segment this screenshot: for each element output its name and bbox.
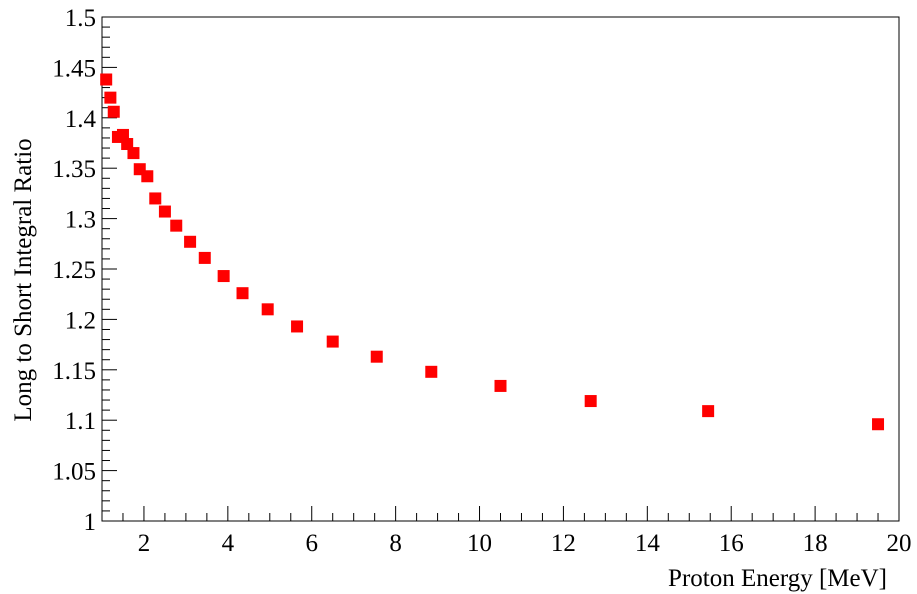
y-tick-label: 1.2 xyxy=(65,307,96,334)
data-point xyxy=(291,320,303,332)
data-point xyxy=(327,336,339,348)
x-tick-label: 20 xyxy=(887,530,912,557)
data-point xyxy=(127,147,139,159)
x-tick-label: 18 xyxy=(803,530,828,557)
data-point xyxy=(100,73,112,85)
data-point xyxy=(149,192,161,204)
data-point xyxy=(237,287,249,299)
y-tick-label: 1.1 xyxy=(65,408,96,435)
data-point xyxy=(170,220,182,232)
y-tick-label: 1.05 xyxy=(52,459,96,486)
data-point xyxy=(702,405,714,417)
y-tick-label: 1.25 xyxy=(52,257,96,284)
data-point xyxy=(104,92,116,104)
data-point xyxy=(495,380,507,392)
x-tick-label: 2 xyxy=(138,530,151,557)
x-tick-label: 8 xyxy=(389,530,402,557)
plot-frame xyxy=(102,17,899,521)
data-point xyxy=(872,418,884,430)
data-point xyxy=(218,270,230,282)
x-tick-label: 14 xyxy=(635,530,661,557)
y-tick-label: 1.3 xyxy=(65,207,96,234)
x-tick-label: 4 xyxy=(222,530,235,557)
y-tick-label: 1.5 xyxy=(65,5,96,32)
y-tick-label: 1.45 xyxy=(52,55,96,82)
y-tick-label: 1 xyxy=(84,509,97,536)
data-point xyxy=(262,303,274,315)
x-axis-ticks: 2 4 6 8 10 12 14 16 18 20 xyxy=(102,506,912,557)
y-tick-label: 1.15 xyxy=(52,358,96,385)
data-point xyxy=(159,206,171,218)
data-point xyxy=(199,252,211,264)
x-tick-label: 16 xyxy=(719,530,744,557)
data-point xyxy=(585,395,597,407)
x-tick-label: 10 xyxy=(467,530,492,557)
data-point xyxy=(141,170,153,182)
y-tick-label: 1.4 xyxy=(65,106,97,133)
x-axis-title: Proton Energy [MeV] xyxy=(668,565,887,592)
x-tick-label: 12 xyxy=(551,530,576,557)
plot-area xyxy=(102,17,899,521)
x-tick-label: 6 xyxy=(305,530,318,557)
data-point xyxy=(184,236,196,248)
y-tick-label: 1.35 xyxy=(52,156,96,183)
data-point xyxy=(371,351,383,363)
data-point xyxy=(425,366,437,378)
y-axis-title: Long to Short Integral Ratio xyxy=(10,138,37,421)
data-point xyxy=(108,106,120,118)
data-series xyxy=(100,73,884,430)
